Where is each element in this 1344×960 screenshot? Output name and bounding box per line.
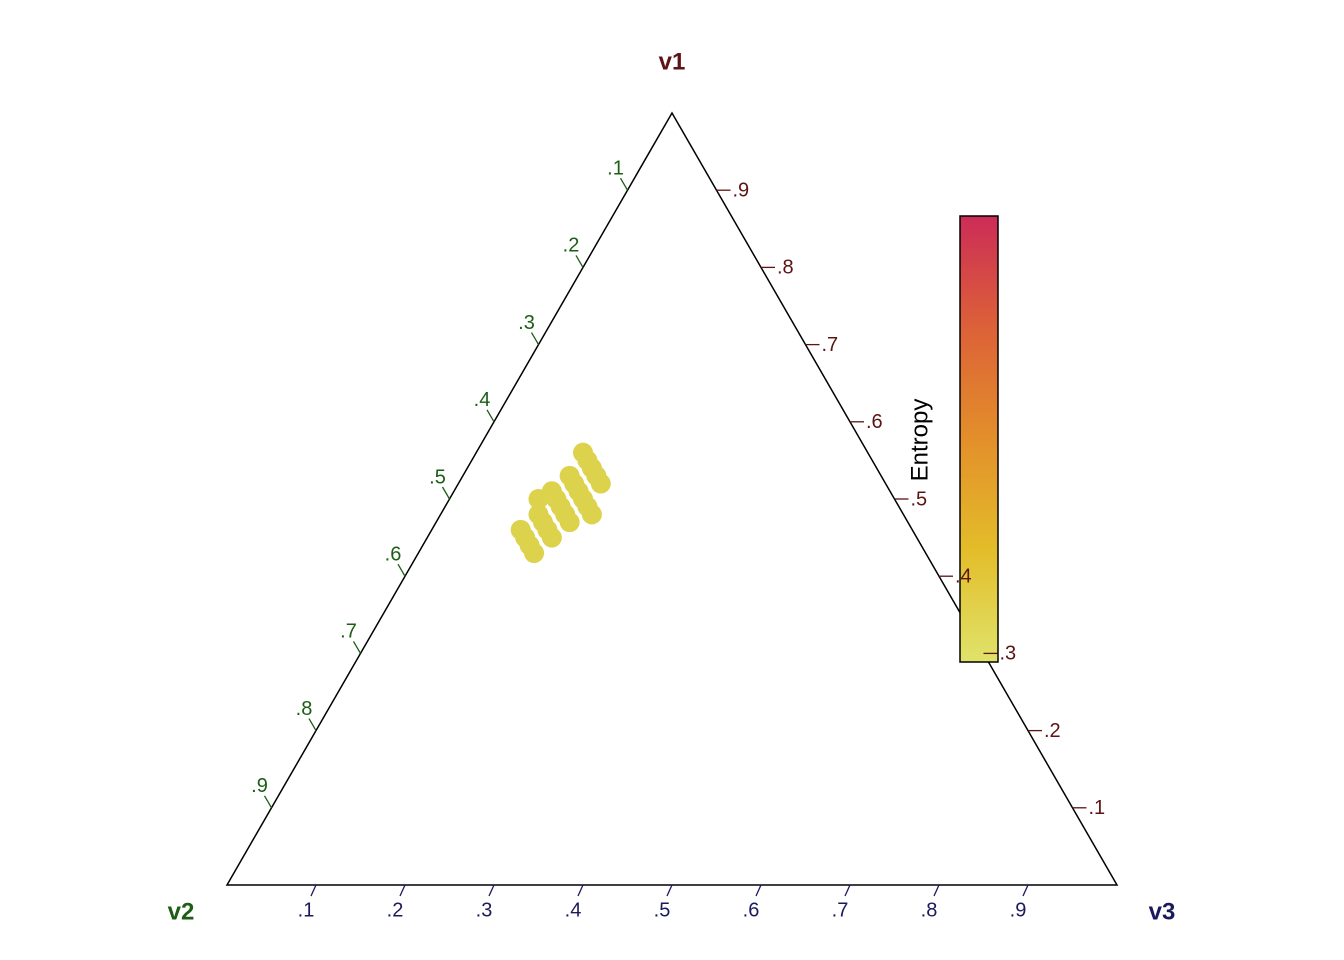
tick-label: .9 [251, 775, 268, 797]
tick-label: .9 [1010, 899, 1027, 921]
tick-mark [486, 409, 495, 423]
point [581, 504, 602, 525]
tick-mark [666, 884, 673, 897]
tick-label: .2 [563, 235, 580, 257]
tick-label: .1 [1089, 797, 1106, 819]
tick-label: .4 [474, 389, 491, 411]
tick-label: .8 [296, 698, 313, 720]
tick-mark [575, 255, 584, 268]
tick-label: .3 [1000, 643, 1017, 665]
tick-label: .5 [654, 899, 671, 921]
tick-label: .1 [607, 157, 624, 179]
tick-label: .4 [955, 565, 972, 587]
tick-label: .8 [921, 899, 938, 921]
point [528, 489, 549, 509]
axis-title: v3 [1149, 898, 1176, 925]
point [515, 527, 536, 548]
tick-label: .2 [387, 899, 404, 921]
axis-title: v2 [168, 898, 195, 925]
axis-title: v1 [659, 48, 686, 75]
point [573, 442, 593, 463]
tick-mark [530, 332, 540, 345]
point [528, 504, 549, 525]
tick-mark [755, 884, 762, 897]
tick-label: .7 [832, 899, 849, 921]
tick-label: .6 [866, 411, 883, 433]
tick-label: .3 [476, 899, 493, 921]
tick-label: .9 [733, 179, 750, 201]
tick-mark [308, 718, 317, 731]
tick-label: .7 [340, 621, 357, 643]
tick-mark [577, 884, 584, 897]
tick-mark [263, 795, 273, 809]
tick-label: .6 [743, 899, 760, 921]
tick-mark [933, 884, 940, 897]
tick-label: .4 [565, 899, 582, 921]
tick-mark [441, 486, 451, 500]
tick-label: .2 [1044, 720, 1061, 742]
colorbar-title: Entropy [906, 399, 933, 482]
tick-mark [399, 884, 406, 897]
tick-label: .7 [822, 334, 839, 356]
tick-mark [488, 884, 495, 897]
tick-mark [844, 884, 851, 897]
tick-mark [352, 641, 362, 654]
point [524, 543, 545, 564]
tick-mark [397, 563, 406, 577]
point [586, 465, 607, 486]
tick-label: .8 [777, 257, 794, 279]
tick-mark [619, 177, 629, 191]
tick-mark [310, 884, 317, 897]
tick-label: .6 [385, 543, 402, 565]
tick-label: .5 [911, 488, 928, 510]
point [559, 465, 580, 486]
point [559, 512, 580, 533]
colorbar [959, 215, 999, 663]
tick-mark [1022, 884, 1029, 897]
point [541, 527, 562, 548]
tick-label: .3 [518, 312, 535, 334]
tick-label: .5 [429, 466, 446, 488]
tick-label: .1 [298, 899, 315, 921]
